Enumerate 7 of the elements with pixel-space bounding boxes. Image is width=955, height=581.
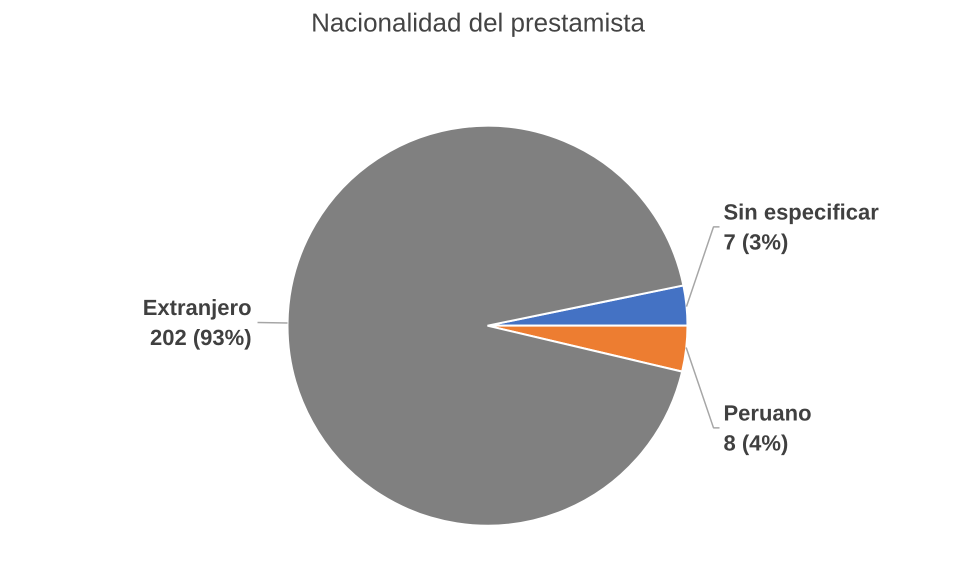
- data-label: 8 (4%): [724, 430, 788, 456]
- data-label: 202 (93%): [150, 324, 252, 350]
- data-label: 7 (3%): [724, 229, 788, 254]
- slice-label: Extranjero: [142, 294, 252, 320]
- slice-label: Peruano: [724, 400, 812, 426]
- slice-label: Sin especificar: [724, 199, 880, 224]
- chart-title: Nacionalidad del prestamista: [311, 8, 646, 38]
